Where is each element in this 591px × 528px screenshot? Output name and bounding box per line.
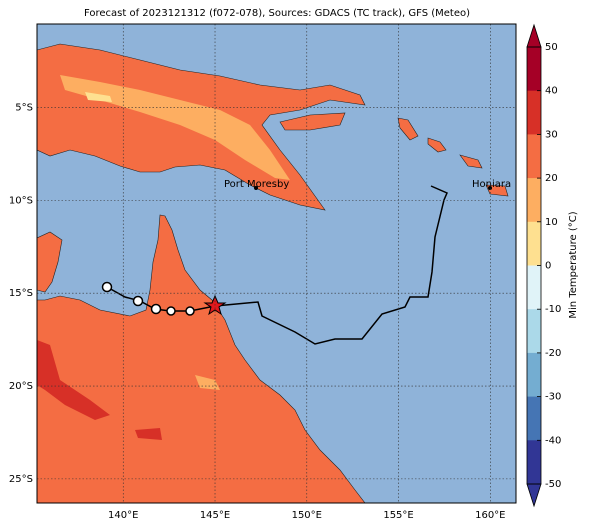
lon-label: 155°E (383, 510, 413, 521)
new-britain (279, 112, 346, 131)
city-dot (254, 186, 258, 190)
colorbar-band (527, 90, 541, 135)
lat-label: 20°S (9, 381, 33, 392)
colorbar-tick-label: -50 (545, 479, 561, 490)
lat-label: 25°S (9, 474, 33, 485)
australia (37, 214, 366, 503)
lon-label: 140°E (108, 510, 138, 521)
tc-point (132, 295, 144, 307)
colorbar-band (527, 265, 541, 310)
place-label: Port Moresby (224, 179, 289, 190)
colorbar-extend (526, 483, 542, 508)
colorbar-tick-label: 10 (545, 217, 558, 228)
colorbar-tick-label: 30 (545, 129, 558, 140)
colorbar-band (527, 440, 541, 485)
tc-point (150, 303, 162, 315)
colorbar-tick-label: 40 (545, 86, 558, 97)
colorbar-band (527, 352, 541, 398)
tc-point (101, 281, 113, 293)
hot-zone (37, 340, 110, 420)
colorbar-tick-label: -10 (545, 304, 561, 315)
highlands-top (85, 92, 112, 102)
tc-symbol (166, 306, 176, 316)
tc-track (106, 185, 448, 345)
hot-zone (135, 428, 162, 440)
colorbar-band (527, 396, 541, 441)
colorbar-band (527, 178, 541, 223)
lat-label: 15°S (9, 288, 33, 299)
highlands (60, 75, 290, 180)
solomon-islands (427, 137, 447, 153)
map: Port Moresby Honiara (37, 24, 516, 503)
colorbar-extend (526, 23, 542, 48)
bougainville (397, 117, 419, 141)
city-dot (488, 186, 492, 190)
colorbar-band (527, 309, 541, 354)
lat-label: 10°S (9, 195, 33, 206)
colorbar-band (527, 47, 541, 92)
colorbar-tick-label: 0 (545, 261, 551, 272)
place-label: Honiara (472, 179, 511, 190)
colorbar-band (527, 221, 541, 266)
colorbar-band (527, 134, 541, 179)
map-frame (36, 23, 517, 504)
colorbar-tick-label: 50 (545, 42, 558, 53)
colorbar-tick-label: -40 (545, 435, 561, 446)
lat-label: 5°S (15, 103, 33, 114)
colorbar-tick-label: -30 (545, 392, 561, 403)
lon-label: 160°E (475, 510, 505, 521)
colorbar-tick-label: 20 (545, 173, 558, 184)
upland (195, 375, 220, 390)
lon-label: 150°E (292, 510, 322, 521)
title: Forecast of 2023121312 (f072-078), Sourc… (84, 8, 470, 19)
tc-symbol (185, 306, 195, 316)
solomon-islands (459, 154, 483, 169)
lon-label: 145°E (200, 510, 230, 521)
colorbar-tick-label: -20 (545, 348, 561, 359)
colorbar-label: Min Temperature (°C) (568, 211, 579, 318)
